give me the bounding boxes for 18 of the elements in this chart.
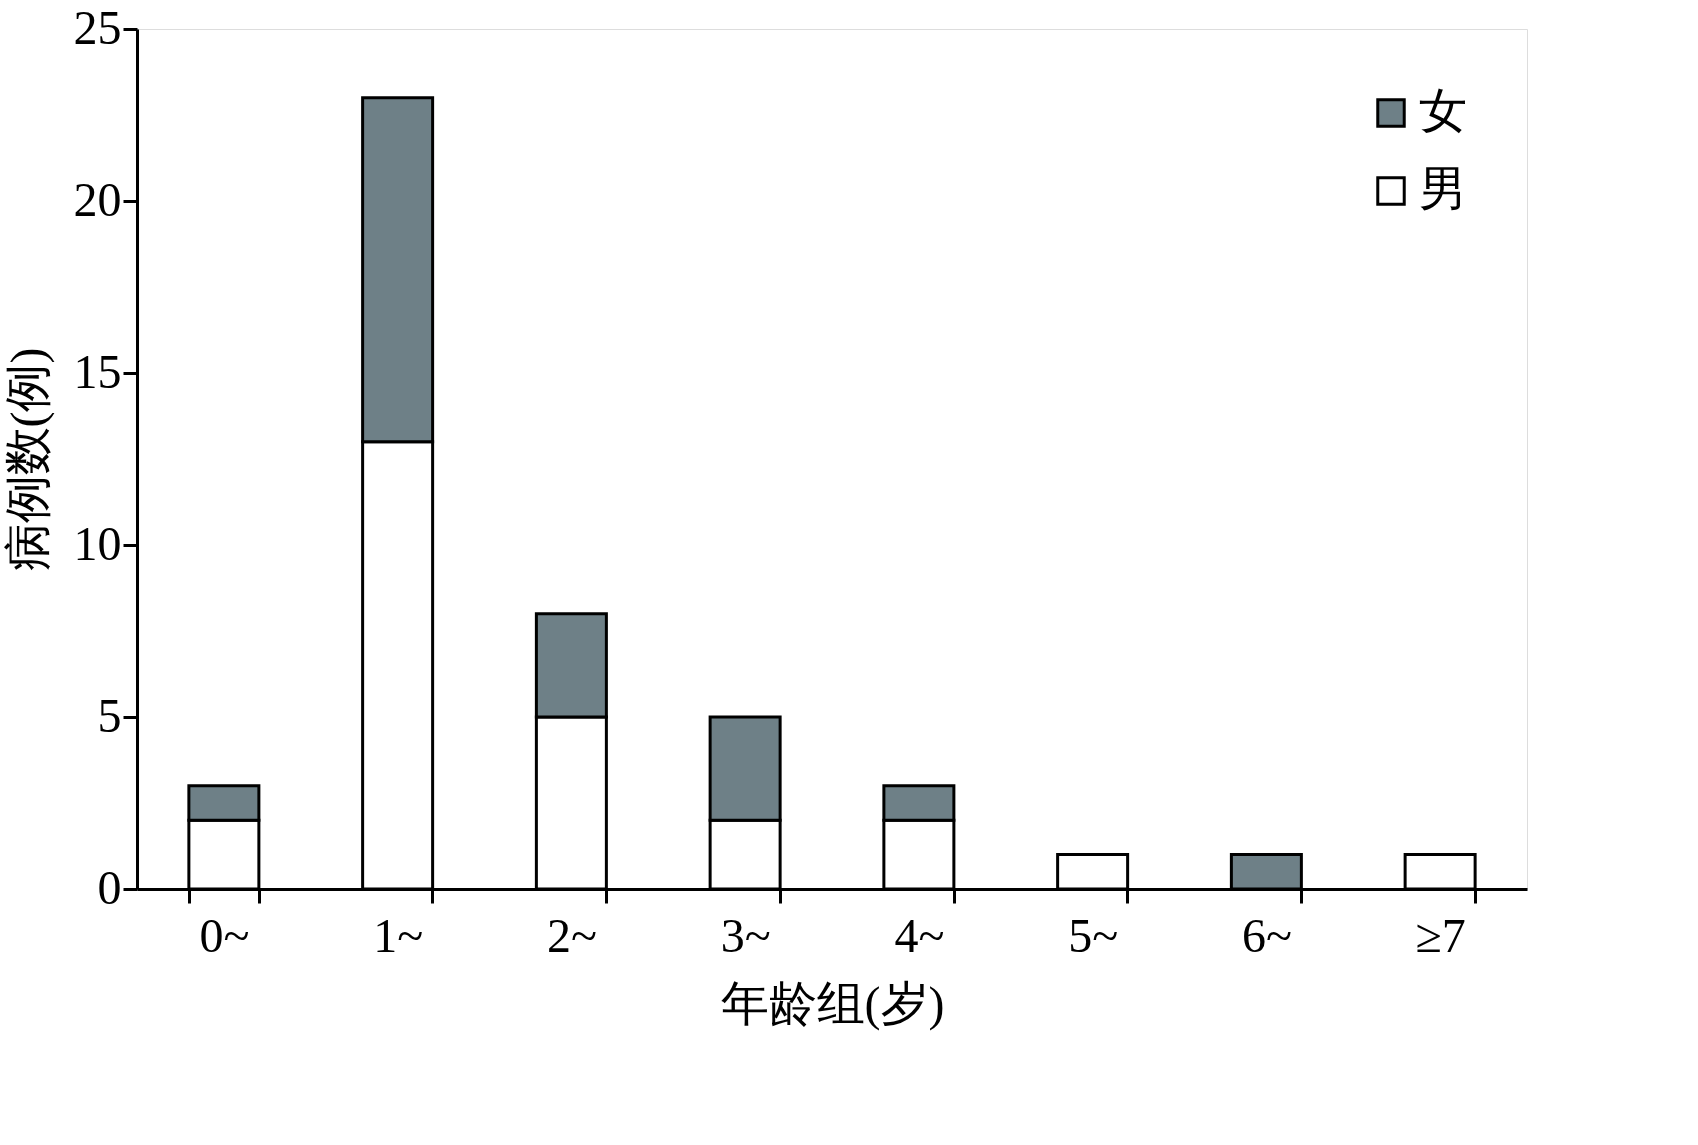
x-tick-label: 5~ — [1068, 908, 1119, 962]
x-tick-label: ≥7 — [1415, 908, 1466, 962]
x-tick-label: 1~ — [373, 908, 424, 962]
y-axis-title: 病例数(例) — [0, 347, 55, 572]
x-tick-label: 4~ — [894, 908, 945, 962]
legend-label: 男 — [1419, 162, 1467, 215]
y-tick-label: 5 — [97, 688, 122, 742]
y-tick-label: 15 — [73, 344, 122, 398]
y-tick-label: 20 — [73, 172, 122, 226]
x-tick-label: 2~ — [546, 908, 597, 962]
x-axis-title: 年龄组(岁) — [720, 976, 945, 1031]
x-tick-label: 3~ — [720, 908, 771, 962]
legend-label: 女 — [1419, 84, 1467, 137]
x-tick-label: 6~ — [1241, 908, 1292, 962]
y-tick-label: 0 — [97, 860, 122, 914]
x-tick-label: 0~ — [199, 908, 250, 962]
y-tick-label: 10 — [73, 516, 122, 570]
y-tick-label: 25 — [73, 0, 122, 54]
